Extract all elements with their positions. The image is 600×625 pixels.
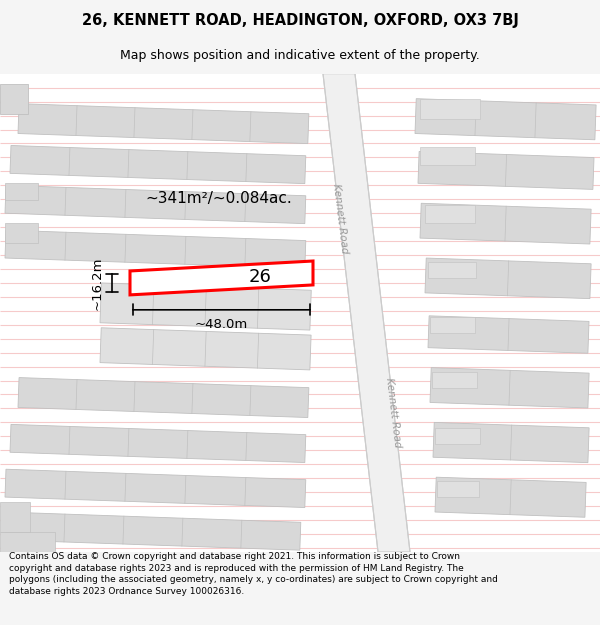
Text: Map shows position and indicative extent of the property.: Map shows position and indicative extent… (120, 49, 480, 62)
Text: 26: 26 (248, 268, 271, 286)
Polygon shape (10, 146, 306, 184)
Polygon shape (0, 84, 28, 114)
Polygon shape (433, 422, 589, 462)
Polygon shape (130, 261, 313, 295)
Polygon shape (435, 428, 480, 444)
Polygon shape (425, 205, 475, 223)
Polygon shape (420, 148, 475, 166)
Polygon shape (420, 99, 480, 119)
Polygon shape (10, 424, 306, 462)
Polygon shape (0, 74, 600, 552)
Polygon shape (415, 99, 596, 140)
Polygon shape (437, 481, 479, 497)
Polygon shape (432, 372, 477, 388)
Polygon shape (5, 186, 306, 224)
Text: Contains OS data © Crown copyright and database right 2021. This information is : Contains OS data © Crown copyright and d… (9, 552, 498, 596)
Polygon shape (420, 203, 591, 244)
Polygon shape (18, 378, 309, 418)
Polygon shape (0, 532, 55, 552)
Polygon shape (100, 283, 311, 330)
Polygon shape (5, 183, 38, 200)
Text: 26, KENNETT ROAD, HEADINGTON, OXFORD, OX3 7BJ: 26, KENNETT ROAD, HEADINGTON, OXFORD, OX… (82, 13, 518, 28)
Text: ~341m²/~0.084ac.: ~341m²/~0.084ac. (145, 191, 292, 206)
Polygon shape (323, 74, 410, 552)
Polygon shape (430, 368, 589, 408)
Polygon shape (430, 317, 475, 332)
Text: ~16.2m: ~16.2m (91, 256, 104, 309)
Polygon shape (100, 328, 311, 370)
Polygon shape (18, 104, 309, 144)
Text: Kennett Road: Kennett Road (331, 182, 349, 254)
Polygon shape (418, 151, 594, 189)
Text: ~48.0m: ~48.0m (195, 318, 248, 331)
Polygon shape (428, 262, 476, 278)
Polygon shape (435, 478, 586, 518)
Polygon shape (5, 230, 306, 269)
Polygon shape (5, 512, 301, 550)
Polygon shape (425, 258, 591, 299)
Polygon shape (428, 316, 589, 353)
Polygon shape (0, 502, 30, 532)
Polygon shape (5, 223, 38, 243)
Polygon shape (5, 469, 306, 508)
Text: Kennett Road: Kennett Road (384, 377, 402, 448)
